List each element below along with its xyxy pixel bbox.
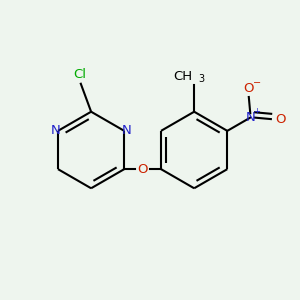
Text: O: O xyxy=(137,163,148,176)
Text: −: − xyxy=(253,78,261,88)
Text: N: N xyxy=(51,124,61,137)
Text: O: O xyxy=(244,82,254,95)
Text: N: N xyxy=(245,111,255,124)
Text: CH: CH xyxy=(174,70,193,83)
Text: N: N xyxy=(122,124,131,137)
Text: +: + xyxy=(253,106,260,116)
Text: Cl: Cl xyxy=(73,68,86,81)
Text: O: O xyxy=(275,112,286,126)
Text: 3: 3 xyxy=(199,74,205,84)
